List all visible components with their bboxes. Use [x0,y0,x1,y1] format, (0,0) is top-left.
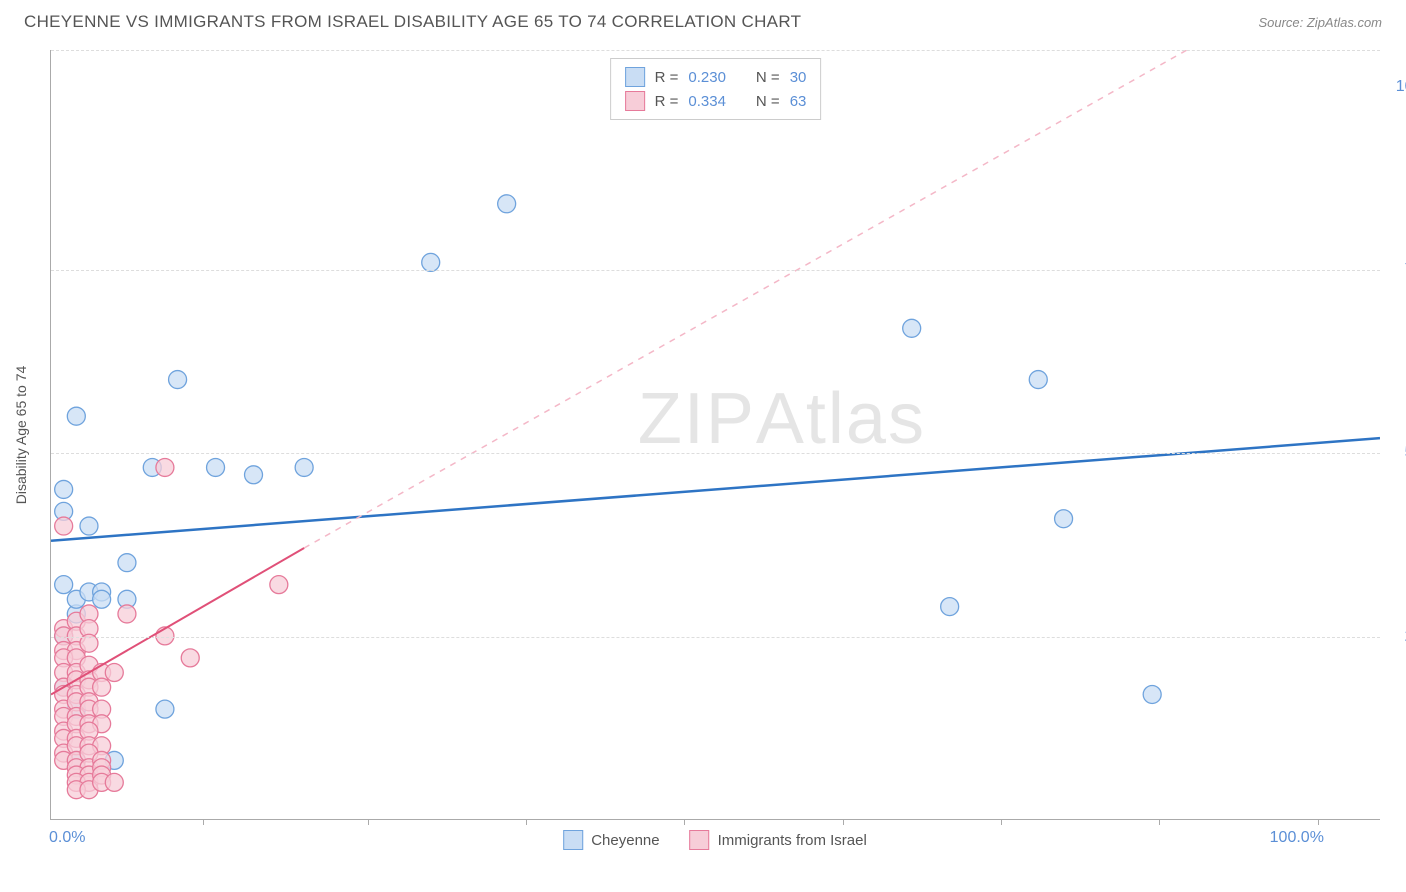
tick-x [1318,819,1319,825]
scatter-point [903,319,921,337]
legend-series: Cheyenne Immigrants from Israel [563,830,867,850]
gridline-h [51,637,1380,638]
scatter-svg [51,50,1380,819]
legend-swatch [625,91,645,111]
source-label: Source: ZipAtlas.com [1258,15,1382,30]
tick-x [684,819,685,825]
tick-x [1001,819,1002,825]
legend-r-label: R = [655,93,679,110]
legend-series-label: Immigrants from Israel [718,832,867,849]
legend-series-item: Immigrants from Israel [690,830,867,850]
scatter-point [156,458,174,476]
scatter-point [181,649,199,667]
legend-n-value: 63 [790,93,807,110]
scatter-point [295,458,313,476]
scatter-point [67,407,85,425]
gridline-h [51,270,1380,271]
legend-stats: R = 0.230 N = 30 R = 0.334 N = 63 [610,58,822,120]
scatter-point [169,371,187,389]
scatter-point [105,773,123,791]
legend-r-value: 0.334 [688,93,726,110]
tick-x [843,819,844,825]
legend-stat-row: R = 0.334 N = 63 [625,89,807,113]
legend-r-label: R = [655,69,679,86]
legend-swatch [625,67,645,87]
scatter-point [245,466,263,484]
legend-n-value: 30 [790,69,807,86]
legend-stat-row: R = 0.230 N = 30 [625,65,807,89]
scatter-point [118,605,136,623]
gridline-h [51,453,1380,454]
scatter-point [156,700,174,718]
trend-line [304,50,1317,548]
scatter-point [1143,686,1161,704]
legend-r-value: 0.230 [688,69,726,86]
x-tick-label: 100.0% [1270,829,1324,847]
scatter-point [941,598,959,616]
scatter-point [55,480,73,498]
scatter-point [118,554,136,572]
legend-n-label: N = [756,69,780,86]
legend-swatch [563,830,583,850]
legend-swatch [690,830,710,850]
scatter-point [93,590,111,608]
tick-x [1159,819,1160,825]
tick-x [203,819,204,825]
scatter-point [93,678,111,696]
scatter-point [80,517,98,535]
scatter-point [498,195,516,213]
legend-n-label: N = [756,93,780,110]
scatter-point [1055,510,1073,528]
scatter-point [270,576,288,594]
tick-x [368,819,369,825]
scatter-point [55,576,73,594]
chart-plot-area: ZIPAtlas Disability Age 65 to 74 R =0.23… [50,50,1380,820]
legend-series-label: Cheyenne [591,832,659,849]
scatter-point [105,664,123,682]
scatter-point [422,253,440,271]
legend-series-item: Cheyenne [563,830,659,850]
scatter-point [1029,371,1047,389]
scatter-point [207,458,225,476]
gridline-h [51,50,1380,51]
chart-title: CHEYENNE VS IMMIGRANTS FROM ISRAEL DISAB… [24,12,801,32]
chart-header: CHEYENNE VS IMMIGRANTS FROM ISRAEL DISAB… [0,0,1406,40]
y-axis-label: Disability Age 65 to 74 [13,365,29,504]
x-tick-label: 0.0% [49,829,85,847]
y-tick-label: 100.0% [1396,78,1406,96]
scatter-point [55,517,73,535]
tick-x [526,819,527,825]
